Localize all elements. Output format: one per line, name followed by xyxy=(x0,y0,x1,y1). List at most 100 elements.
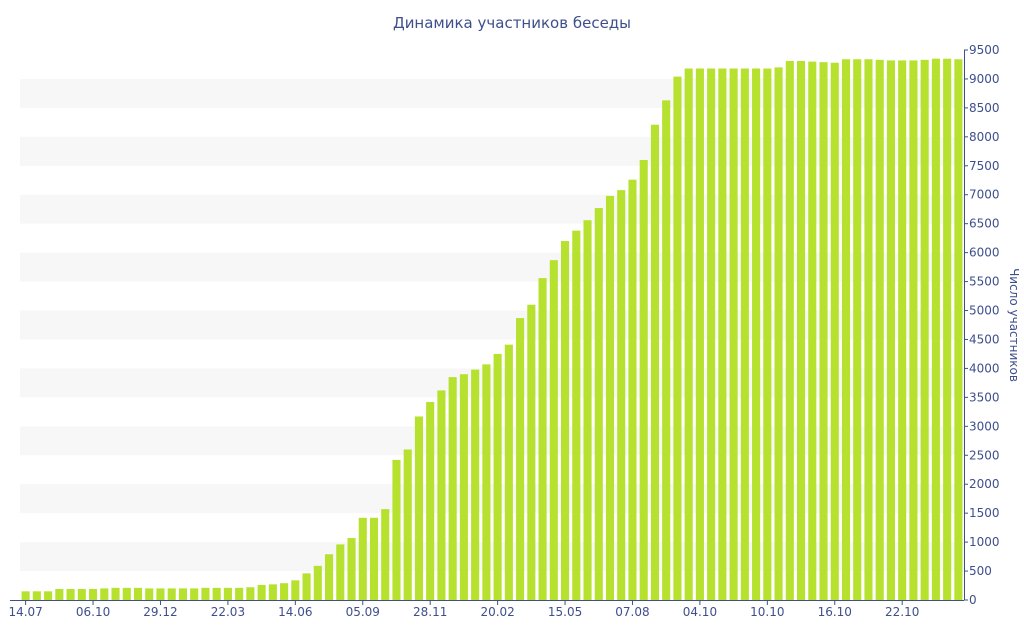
bar[interactable] xyxy=(190,588,199,600)
bar[interactable] xyxy=(403,449,412,600)
bar[interactable] xyxy=(583,220,592,600)
y-tick-label: 2500 xyxy=(969,448,1000,462)
bar[interactable] xyxy=(740,68,749,600)
bar[interactable] xyxy=(549,260,558,600)
bar[interactable] xyxy=(516,318,525,600)
bar[interactable] xyxy=(66,589,75,600)
bar[interactable] xyxy=(291,580,300,600)
bar[interactable] xyxy=(223,587,232,600)
bar[interactable] xyxy=(358,517,367,600)
bar[interactable] xyxy=(830,62,839,601)
bar[interactable] xyxy=(55,589,64,600)
bar[interactable] xyxy=(381,509,390,600)
bar[interactable] xyxy=(931,58,940,601)
bar[interactable] xyxy=(729,68,738,600)
bar[interactable] xyxy=(32,591,41,600)
grid-bands xyxy=(20,78,964,572)
bar[interactable] xyxy=(178,588,187,600)
y-tick-label: 500 xyxy=(969,564,992,578)
bar[interactable] xyxy=(302,573,311,600)
bar[interactable] xyxy=(122,587,131,600)
bar[interactable] xyxy=(695,68,704,600)
bar[interactable] xyxy=(572,230,581,600)
y-tick-label: 1500 xyxy=(969,506,1000,520)
bar[interactable] xyxy=(954,59,963,600)
bar[interactable] xyxy=(504,344,513,600)
bar[interactable] xyxy=(111,587,120,600)
bar[interactable] xyxy=(44,591,53,600)
bar[interactable] xyxy=(336,544,345,600)
bar[interactable] xyxy=(426,402,435,600)
x-axis: 14.07 06.10 29.12 22.03 14.06 05.09 28.11 20.02… xyxy=(8,600,964,619)
bar[interactable] xyxy=(201,587,210,600)
bar[interactable] xyxy=(650,124,659,601)
bar[interactable] xyxy=(246,587,255,600)
bar[interactable] xyxy=(594,208,603,601)
bar[interactable] xyxy=(605,195,615,600)
bar[interactable] xyxy=(493,353,502,600)
bar[interactable] xyxy=(774,67,783,601)
bar[interactable] xyxy=(909,60,918,601)
bar[interactable] xyxy=(325,554,334,600)
bar[interactable] xyxy=(752,68,761,600)
bar[interactable] xyxy=(639,160,648,600)
bar[interactable] xyxy=(280,583,289,600)
bar[interactable] xyxy=(707,68,716,600)
bar[interactable] xyxy=(662,100,671,601)
bar[interactable] xyxy=(448,377,457,600)
bar[interactable] xyxy=(459,374,468,600)
grid-band xyxy=(20,310,964,340)
bar[interactable] xyxy=(167,588,176,600)
bar[interactable] xyxy=(920,59,929,600)
bar[interactable] xyxy=(673,76,682,600)
bar[interactable] xyxy=(785,61,794,600)
bar[interactable] xyxy=(886,60,895,601)
bar[interactable] xyxy=(471,369,480,600)
bar[interactable] xyxy=(684,68,693,600)
bar[interactable] xyxy=(628,179,637,600)
bar[interactable] xyxy=(875,59,884,600)
bar[interactable] xyxy=(414,416,423,600)
bar[interactable] xyxy=(808,61,817,600)
bar[interactable] xyxy=(268,584,277,600)
x-tick-label: 22.03 xyxy=(211,605,245,619)
bar[interactable] xyxy=(133,587,143,600)
bar[interactable] xyxy=(257,584,266,600)
x-tick-label: 05.09 xyxy=(346,605,380,619)
bar[interactable] xyxy=(347,538,356,600)
bar[interactable] xyxy=(797,61,806,600)
bar[interactable] xyxy=(235,587,244,600)
y-tick-label: 9500 xyxy=(969,43,1000,57)
bar[interactable] xyxy=(527,304,536,600)
bar[interactable] xyxy=(617,190,626,601)
bar[interactable] xyxy=(212,587,221,600)
bar[interactable] xyxy=(853,59,862,600)
x-tick-label: 10.10 xyxy=(750,605,784,619)
x-tick-label: 16.10 xyxy=(818,605,852,619)
bar[interactable] xyxy=(864,59,873,600)
bar[interactable] xyxy=(561,241,570,601)
bar[interactable] xyxy=(21,591,30,600)
bar[interactable] xyxy=(437,390,446,600)
bar[interactable] xyxy=(100,588,109,600)
bar[interactable] xyxy=(145,588,154,600)
bar[interactable] xyxy=(89,589,98,600)
bar[interactable] xyxy=(313,565,322,600)
bar[interactable] xyxy=(77,589,86,600)
x-tick-label: 15.05 xyxy=(548,605,582,619)
bar[interactable] xyxy=(156,588,165,600)
bar[interactable] xyxy=(841,59,851,600)
y-tick-label: 5500 xyxy=(969,275,1000,289)
bar[interactable] xyxy=(392,459,401,600)
bar[interactable] xyxy=(538,278,547,600)
bar[interactable] xyxy=(718,68,727,600)
bar[interactable] xyxy=(943,58,952,601)
bar[interactable] xyxy=(819,62,828,601)
bar[interactable] xyxy=(898,60,907,601)
bar[interactable] xyxy=(369,517,379,600)
bar[interactable] xyxy=(763,68,772,600)
x-tick-label: 14.07 xyxy=(8,605,42,619)
y-tick-label: 4500 xyxy=(969,332,1000,346)
bar[interactable] xyxy=(482,364,491,600)
